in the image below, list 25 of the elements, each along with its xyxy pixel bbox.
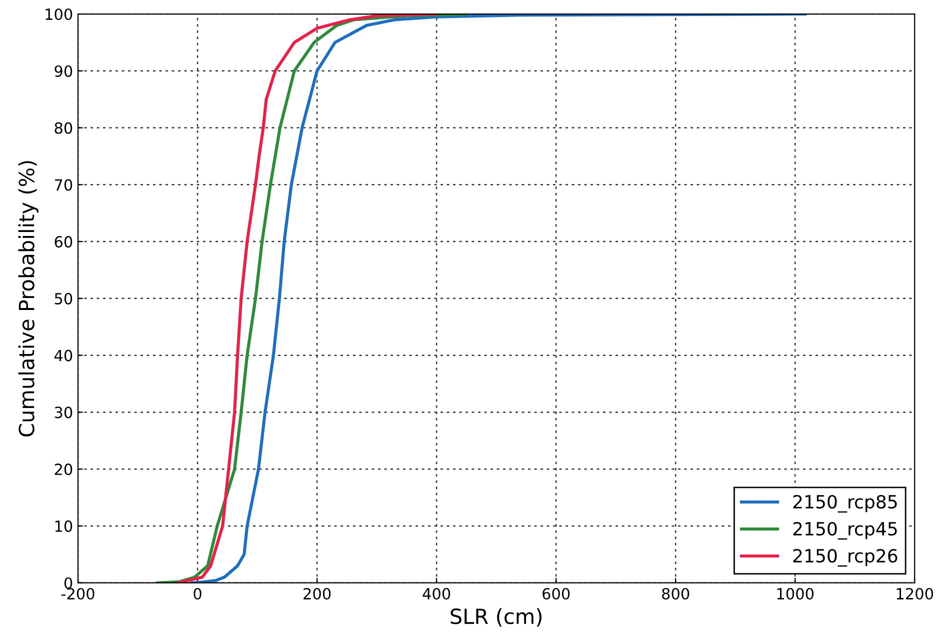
y-tick-label: 80 bbox=[54, 122, 72, 134]
y-tick-label: 10 bbox=[55, 520, 72, 532]
y-tick-label: 30 bbox=[54, 406, 72, 418]
x-tick-label: -200 bbox=[61, 588, 94, 600]
x-tick-label: 400 bbox=[422, 588, 450, 600]
y-tick-label: 100 bbox=[46, 8, 72, 20]
x-tick-label: 200 bbox=[304, 588, 331, 600]
y-axis-title: Cumulative Probability (%) bbox=[18, 161, 38, 436]
legend-label: 2150_rcp85 bbox=[793, 494, 897, 513]
y-tick-label: 40 bbox=[54, 350, 72, 362]
y-tick-label: 0 bbox=[64, 577, 72, 589]
line-series bbox=[176, 14, 438, 583]
x-tick-label: 600 bbox=[542, 588, 570, 600]
x-axis-title: SLR (cm) bbox=[450, 608, 542, 627]
x-tick-label: 1000 bbox=[777, 588, 814, 600]
y-tick-label: 60 bbox=[54, 236, 72, 248]
x-tick-label: 800 bbox=[662, 588, 690, 600]
x-tick-label: 1200 bbox=[896, 588, 934, 600]
y-tick-label: 50 bbox=[54, 292, 72, 304]
x-tick-label: 0 bbox=[194, 588, 202, 600]
y-tick-label: 70 bbox=[54, 179, 72, 191]
legend-label: 2150_rcp45 bbox=[793, 522, 897, 540]
y-tick-label: 90 bbox=[54, 65, 72, 77]
y-tick-label: 20 bbox=[54, 464, 72, 476]
legend-label: 2150_rcp26 bbox=[793, 548, 898, 567]
